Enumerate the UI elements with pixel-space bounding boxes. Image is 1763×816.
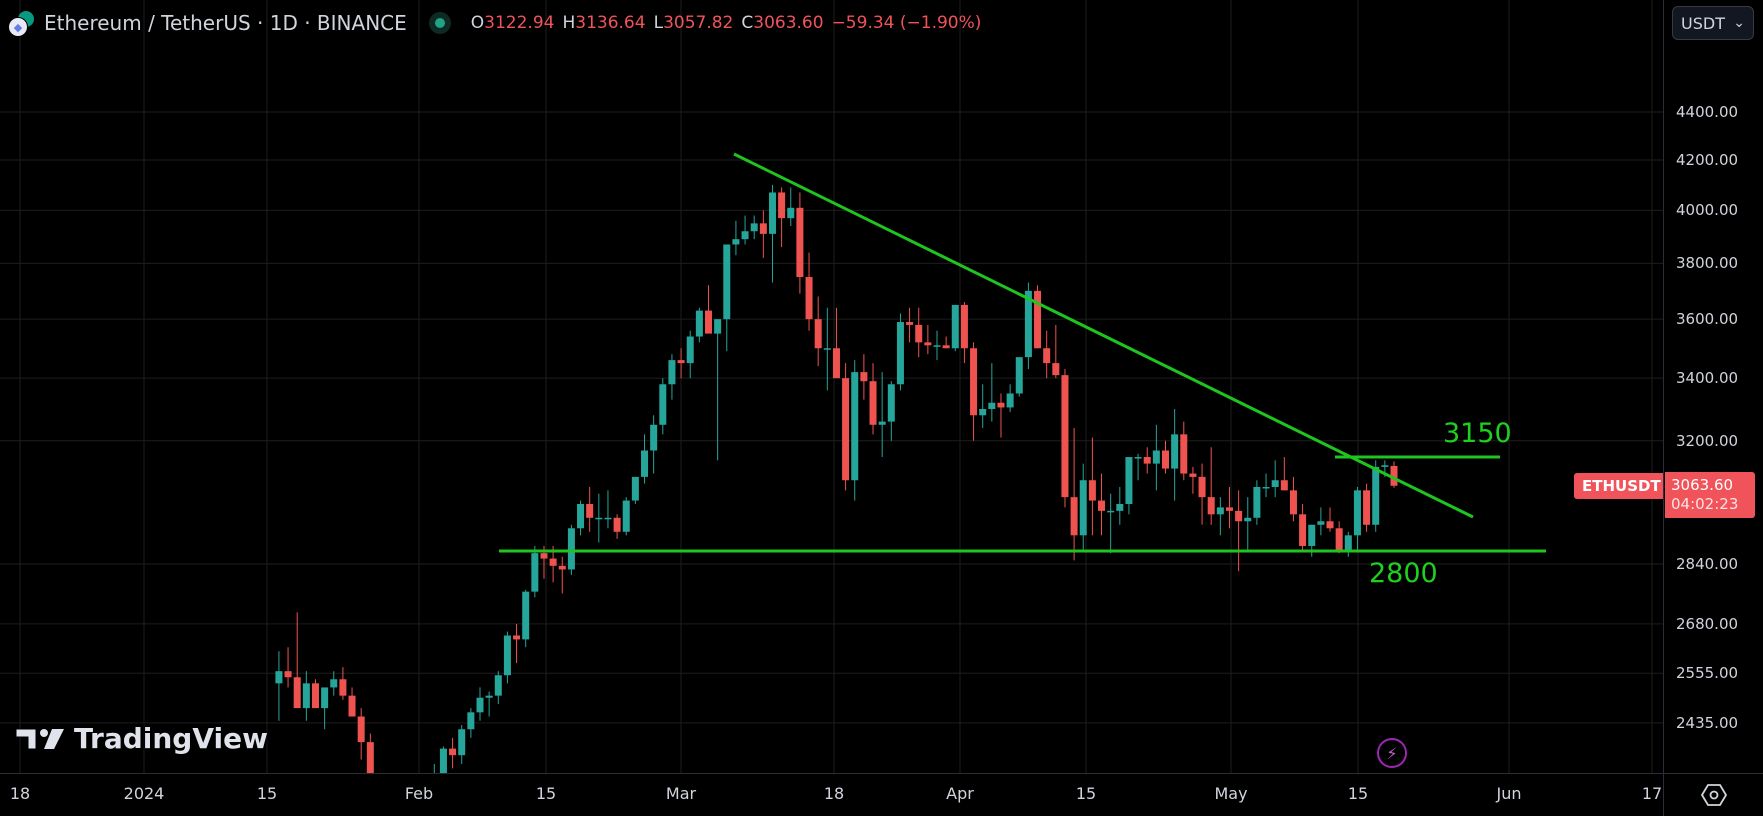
ethereum-logo-icon: ◆ <box>8 17 28 37</box>
time-tick: Apr <box>946 784 974 803</box>
time-tick: 15 <box>535 784 557 803</box>
time-tick: Mar <box>665 784 697 803</box>
price-tick: 2840.00 <box>1676 555 1739 573</box>
price-tick: 3400.00 <box>1676 369 1739 388</box>
resistance-label[interactable]: 3150 <box>1443 418 1512 449</box>
time-tick: 2024 <box>123 784 165 803</box>
symbol-title[interactable]: Ethereum / TetherUS · 1D · BINANCE <box>44 11 407 35</box>
price-tick: 3600.00 <box>1676 310 1739 329</box>
ohlc-values: O3122.94 H3136.64 L3057.82 C3063.60 −59.… <box>471 13 982 33</box>
time-tick: 18 <box>823 784 845 803</box>
price-tick: 3200.00 <box>1676 431 1739 450</box>
time-tick: Jun <box>1496 784 1522 803</box>
ohlc-high: H3136.64 <box>562 13 646 33</box>
price-tick: 2680.00 <box>1676 614 1739 633</box>
time-tick: 15 <box>256 784 278 803</box>
price-tick: 2555.00 <box>1676 664 1739 683</box>
chart-plot-area[interactable]: ◆ Ethereum / TetherUS · 1D · BINANCE O31… <box>0 0 1669 816</box>
price-tick: 4200.00 <box>1676 151 1739 169</box>
candlestick-chart[interactable] <box>0 0 1663 816</box>
lightning-icon[interactable]: ⚡ <box>1377 738 1407 768</box>
last-price-label: 3063.60 04:02:23 <box>1665 472 1755 518</box>
symbol-header: ◆ Ethereum / TetherUS · 1D · BINANCE O31… <box>8 8 981 38</box>
tradingview-logo-icon <box>15 728 64 749</box>
settings-hexagon-icon <box>1701 784 1727 806</box>
price-change: −59.34 (−1.90%) <box>831 13 982 33</box>
price-tick: 3800.00 <box>1676 254 1739 273</box>
symbol-price-label: ETHUSDT <box>1574 473 1669 499</box>
symbol-logo[interactable]: ◆ <box>8 9 36 37</box>
time-tick: 15 <box>1347 784 1369 803</box>
time-tick: 18 <box>9 784 31 803</box>
price-tick: 4400.00 <box>1676 102 1739 121</box>
tradingview-watermark[interactable]: TradingView <box>14 722 268 755</box>
currency-label: USDT <box>1681 13 1725 33</box>
last-price-value: 3063.60 <box>1671 476 1734 494</box>
time-tick: Feb <box>404 784 434 803</box>
ohlc-open: O3122.94 <box>470 13 555 33</box>
ohlc-close: C3063.60 <box>741 13 824 33</box>
market-status-icon[interactable] <box>428 12 451 34</box>
time-tick: May <box>1214 784 1248 803</box>
time-axis[interactable]: 18 2024 15 Feb 15 Mar 18 Apr 15 May 15 Jun 17 <box>0 773 1663 816</box>
chart-settings-button[interactable] <box>1663 773 1763 816</box>
price-axis[interactable]: USDT ⌄ 4400.00 4200.00 4000.00 3800.00 3600.… <box>1663 0 1763 773</box>
bar-countdown: 04:02:23 <box>1671 495 1739 513</box>
ohlc-low: L3057.82 <box>653 13 734 33</box>
price-tick: 2435.00 <box>1676 713 1739 732</box>
chevron-down-icon: ⌄ <box>1733 15 1745 31</box>
currency-selector[interactable]: USDT ⌄ <box>1672 6 1754 40</box>
tradingview-logo-text: TradingView <box>74 722 268 755</box>
time-tick: 17 <box>1641 784 1663 803</box>
support-label[interactable]: 2800 <box>1369 558 1438 589</box>
price-tick: 4000.00 <box>1676 201 1739 220</box>
time-tick: 15 <box>1075 784 1097 803</box>
